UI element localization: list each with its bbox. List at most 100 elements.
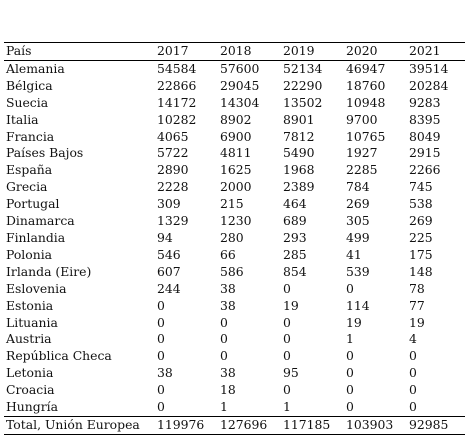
value-cell-2019: 13502	[283, 94, 323, 110]
value-cell-2020: 0	[346, 280, 354, 296]
value-cell-2018: 1230	[220, 213, 252, 229]
value-cell-2019: 0	[283, 348, 291, 364]
table-row: Letonia 38 38 95 0 0	[4, 365, 465, 382]
value-cell-2018: 1	[220, 399, 228, 415]
value-cell-2019: 22290	[283, 77, 323, 93]
value-cell-2018: 38	[220, 365, 236, 381]
table-row: Eslovenia 244 38 0 0 78	[4, 281, 465, 298]
value-cell-2017: 4065	[157, 128, 189, 144]
value-cell-2017: 10282	[157, 111, 197, 127]
value-cell-2019: 689	[283, 213, 307, 229]
value-cell-2019: 0	[283, 314, 291, 330]
value-cell-2019: 2389	[283, 179, 315, 195]
value-cell-2020: 9700	[346, 111, 378, 127]
value-cell-2019: 5490	[283, 145, 315, 161]
value-cell-2017: 38	[157, 365, 173, 381]
value-cell-2021: 8395	[409, 111, 441, 127]
total-value-2020: 103903	[346, 416, 394, 432]
country-cell: Finlandia	[6, 229, 66, 245]
table-row: Lituania 0 0 0 19 19	[4, 315, 465, 332]
value-cell-2019: 464	[283, 196, 307, 212]
value-cell-2021: 175	[409, 246, 433, 262]
value-cell-2019: 285	[283, 246, 307, 262]
value-cell-2019: 854	[283, 263, 307, 279]
data-table: País 2017 2018 2019 2020 2021 Alemania 54…	[4, 42, 465, 435]
total-label: Total, Unión Europea	[6, 416, 140, 432]
table-header: País 2017 2018 2019 2020 2021	[4, 42, 465, 61]
value-cell-2017: 2890	[157, 162, 189, 178]
value-cell-2020: 1927	[346, 145, 378, 161]
value-cell-2021: 745	[409, 179, 433, 195]
value-cell-2018: 280	[220, 229, 244, 245]
value-cell-2020: 305	[346, 213, 370, 229]
table-row: Países Bajos 5722 4811 5490 1927 2915	[4, 145, 465, 162]
table-row: República Checa 0 0 0 0 0	[4, 348, 465, 365]
value-cell-2019: 1968	[283, 162, 315, 178]
value-cell-2017: 244	[157, 280, 181, 296]
value-cell-2017: 0	[157, 297, 165, 313]
value-cell-2019: 7812	[283, 128, 315, 144]
value-cell-2020: 784	[346, 179, 370, 195]
country-cell: Austria	[6, 331, 52, 347]
header-year-2017: 2017	[157, 43, 189, 58]
country-cell: Francia	[6, 128, 55, 144]
table-body: Alemania 54584 57600 52134 46947 39514 Bélgica…	[4, 60, 465, 416]
value-cell-2018: 38	[220, 297, 236, 313]
value-cell-2018: 1625	[220, 162, 252, 178]
country-cell: República Checa	[6, 348, 112, 364]
value-cell-2020: 114	[346, 297, 370, 313]
value-cell-2017: 94	[157, 229, 173, 245]
value-cell-2020: 0	[346, 382, 354, 398]
country-cell: Lituania	[6, 314, 58, 330]
value-cell-2021: 39514	[409, 60, 449, 76]
value-cell-2020: 41	[346, 246, 362, 262]
value-cell-2018: 18	[220, 382, 236, 398]
country-cell: Eslovenia	[6, 280, 67, 296]
country-cell: Estonia	[6, 297, 54, 313]
total-value-2019: 117185	[283, 416, 331, 432]
total-row: Total, Unión Europea 119976 127696 11718…	[4, 416, 465, 435]
value-cell-2019: 19	[283, 297, 299, 313]
value-cell-2017: 54584	[157, 60, 197, 76]
value-cell-2021: 225	[409, 229, 433, 245]
table-row: Croacia 0 18 0 0 0	[4, 382, 465, 399]
total-value-2021: 92985	[409, 416, 449, 432]
table-row: Francia 4065 6900 7812 10765 8049	[4, 129, 465, 146]
table-row: Grecia 2228 2000 2389 784 745	[4, 179, 465, 196]
country-cell: Países Bajos	[6, 145, 84, 161]
value-cell-2017: 5722	[157, 145, 189, 161]
table-row: Bélgica 22866 29045 22290 18760 20284	[4, 78, 465, 95]
value-cell-2017: 1329	[157, 213, 189, 229]
header-year-2020: 2020	[346, 43, 378, 58]
value-cell-2021: 78	[409, 280, 425, 296]
value-cell-2020: 10765	[346, 128, 386, 144]
header-row: País 2017 2018 2019 2020 2021	[4, 42, 465, 61]
value-cell-2021: 77	[409, 297, 425, 313]
value-cell-2020: 19	[346, 314, 362, 330]
header-year-2018: 2018	[220, 43, 252, 58]
value-cell-2020: 1	[346, 331, 354, 347]
country-cell: Italia	[6, 111, 39, 127]
table-row: Suecia 14172 14304 13502 10948 9283	[4, 95, 465, 112]
value-cell-2017: 607	[157, 263, 181, 279]
value-cell-2021: 269	[409, 213, 433, 229]
value-cell-2019: 8901	[283, 111, 315, 127]
country-cell: Suecia	[6, 94, 49, 110]
country-cell: Bélgica	[6, 77, 53, 93]
header-country: País	[6, 43, 32, 58]
value-cell-2017: 0	[157, 382, 165, 398]
value-cell-2021: 0	[409, 365, 417, 381]
value-cell-2019: 0	[283, 382, 291, 398]
header-year-2019: 2019	[283, 43, 315, 58]
value-cell-2019: 0	[283, 331, 291, 347]
value-cell-2017: 22866	[157, 77, 197, 93]
value-cell-2017: 0	[157, 399, 165, 415]
value-cell-2020: 18760	[346, 77, 386, 93]
country-cell: Hungría	[6, 399, 58, 415]
value-cell-2020: 10948	[346, 94, 386, 110]
table-row: Italia 10282 8902 8901 9700 8395	[4, 112, 465, 129]
header-year-2021: 2021	[409, 43, 441, 58]
table-row: Austria 0 0 0 1 4	[4, 331, 465, 348]
value-cell-2018: 57600	[220, 60, 260, 76]
value-cell-2018: 586	[220, 263, 244, 279]
